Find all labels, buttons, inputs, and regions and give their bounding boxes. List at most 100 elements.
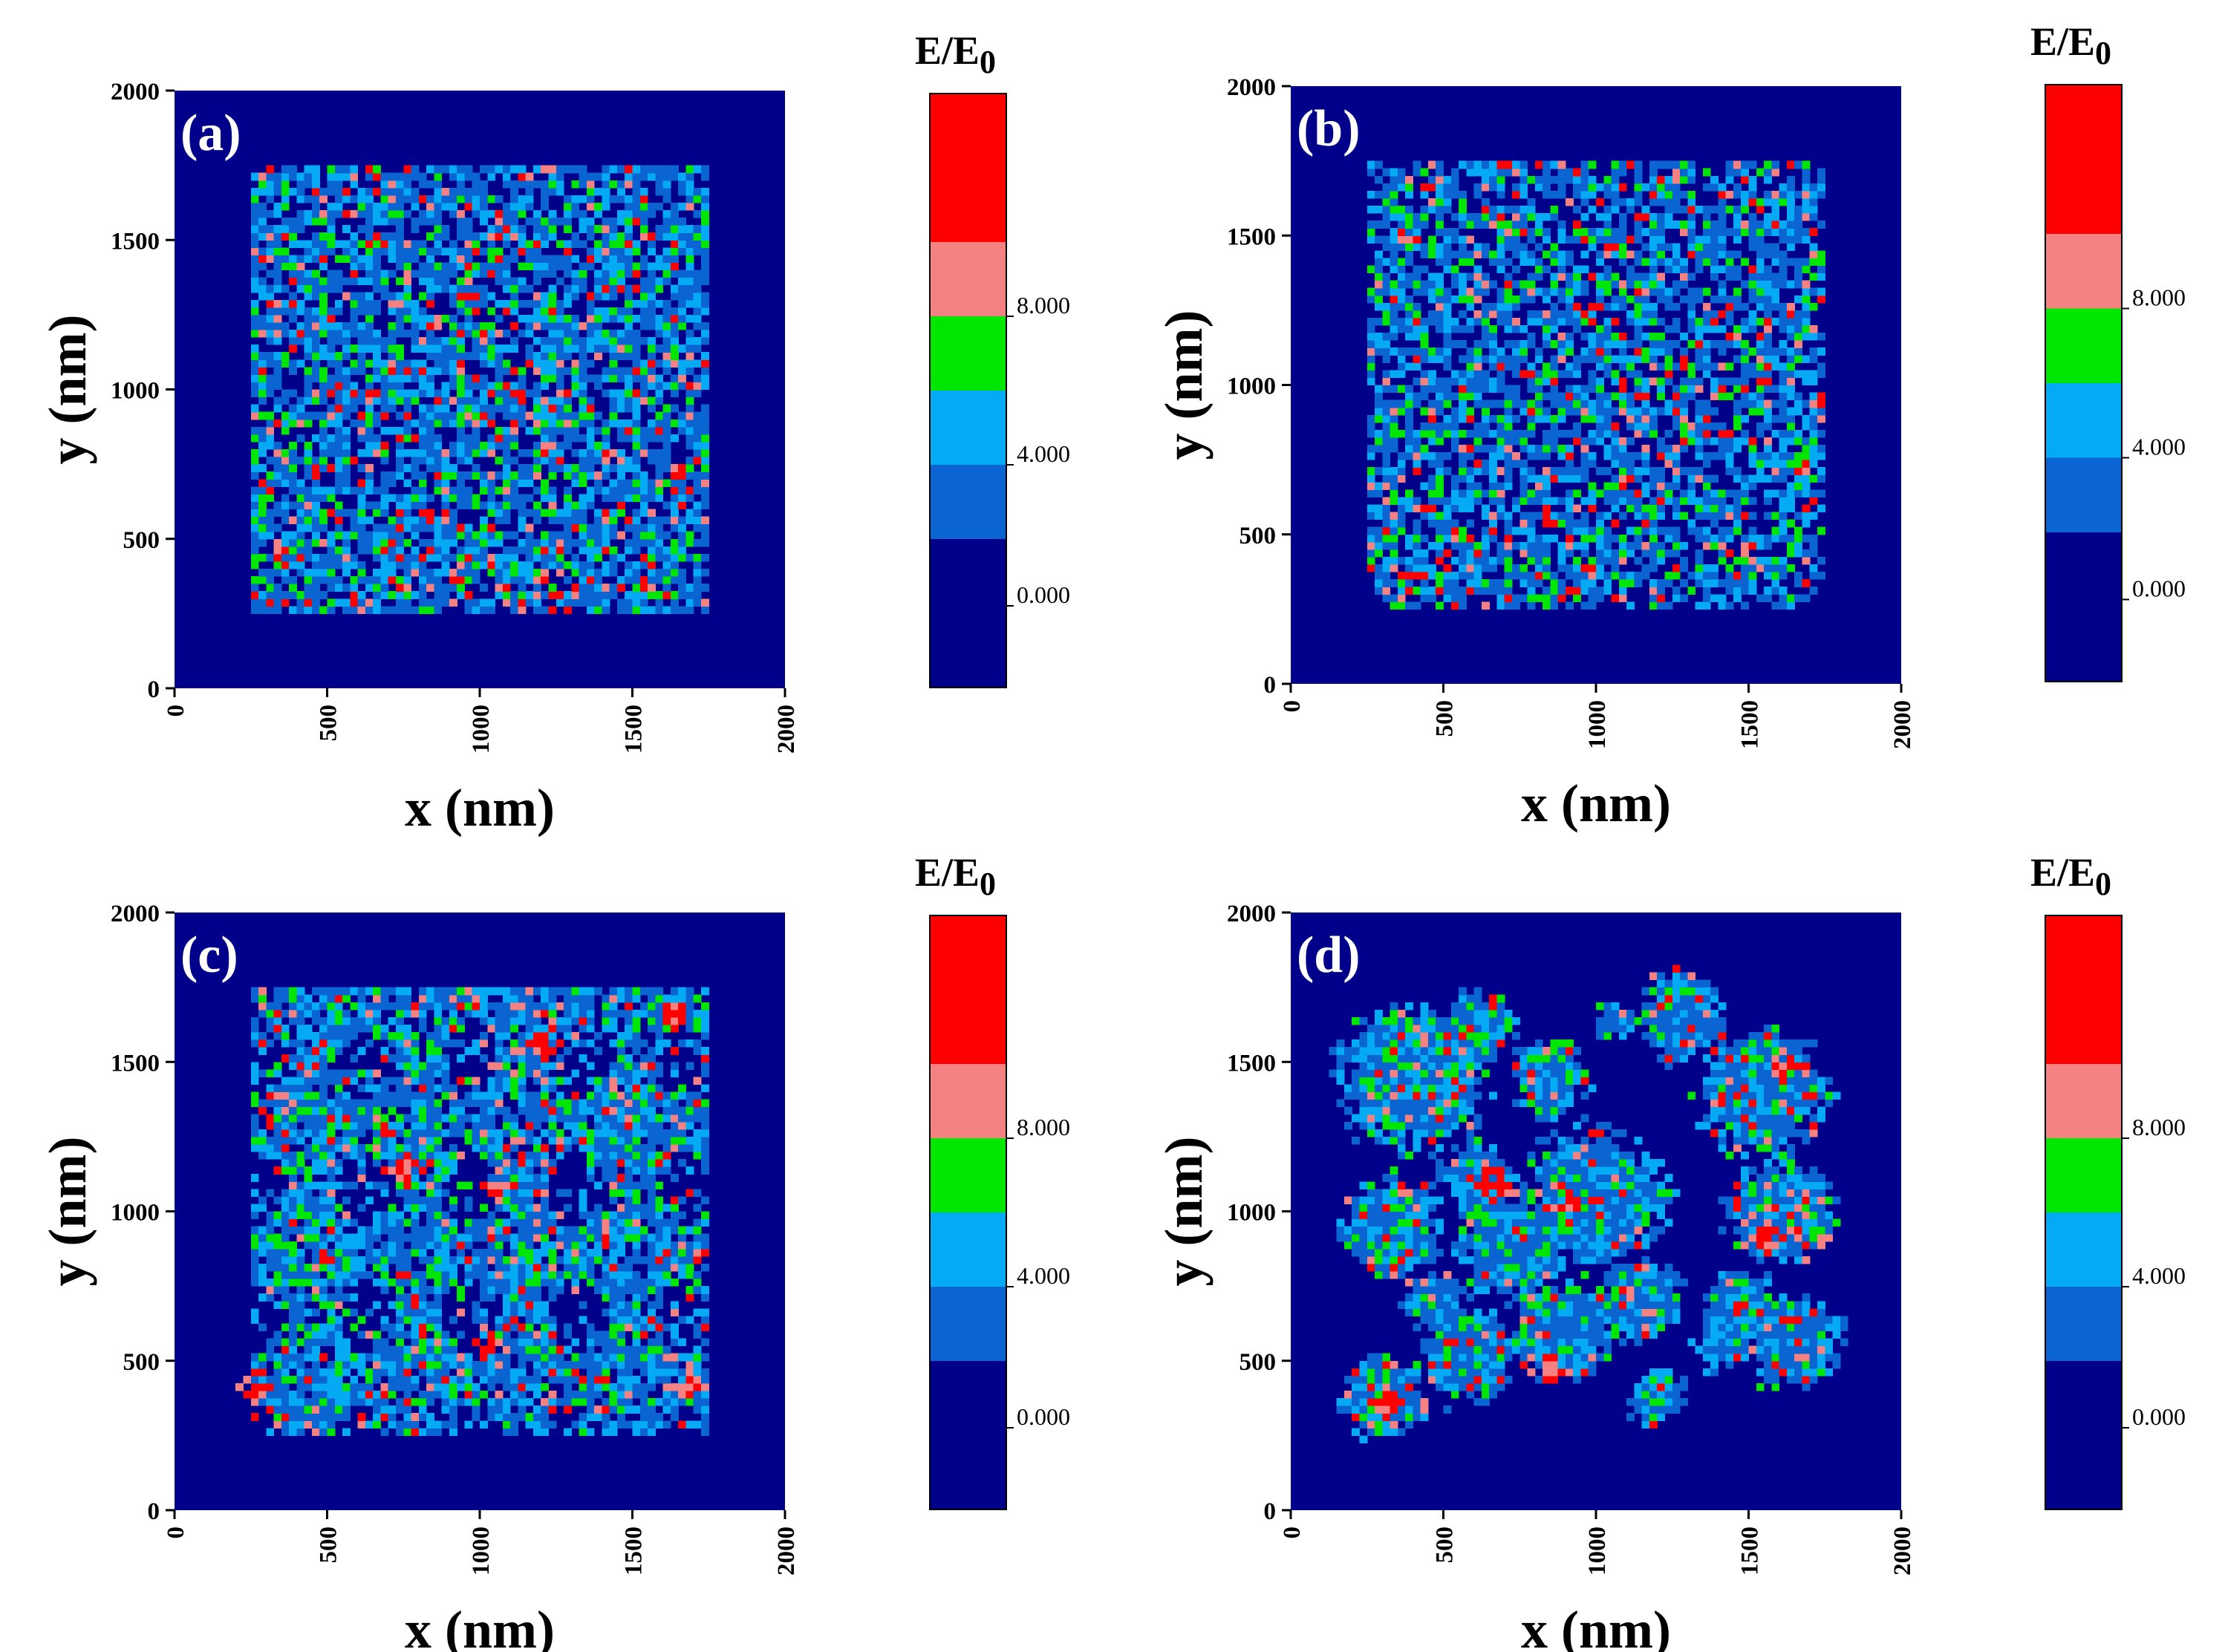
- heatmap-cell: [1397, 399, 1406, 408]
- heatmap-cell: [616, 464, 625, 472]
- heatmap-cell: [495, 509, 504, 518]
- heatmap-cell: [441, 270, 450, 278]
- heatmap-cell: [678, 374, 687, 383]
- heatmap-cell: [472, 180, 480, 189]
- heatmap-cell: [1397, 452, 1406, 460]
- heatmap-cell: [1443, 355, 1452, 363]
- heatmap-cell: [411, 486, 420, 494]
- heatmap-cell: [365, 165, 374, 174]
- heatmap-cell: [480, 292, 488, 301]
- heatmap-cell: [518, 501, 527, 510]
- heatmap-cell: [1527, 197, 1536, 206]
- heatmap-cell: [1443, 287, 1452, 296]
- heatmap-cell: [1802, 504, 1811, 513]
- heatmap-cell: [693, 598, 702, 607]
- heatmap-cell: [1733, 526, 1742, 535]
- heatmap-cell: [281, 531, 290, 540]
- heatmap-cell: [564, 546, 572, 555]
- heatmap-cell: [1779, 228, 1788, 236]
- heatmap-cell: [1672, 302, 1681, 311]
- heatmap-cell: [518, 247, 527, 255]
- heatmap-cell: [1672, 190, 1681, 199]
- heatmap-cell: [655, 426, 664, 435]
- heatmap-cell: [273, 441, 282, 450]
- heatmap-cell: [541, 337, 550, 345]
- heatmap-cell: [1702, 250, 1711, 259]
- heatmap-cell: [532, 457, 541, 465]
- heatmap-cell: [1649, 317, 1658, 326]
- heatmap-cell: [518, 330, 527, 338]
- heatmap-cell: [1413, 526, 1421, 535]
- heatmap-cell: [616, 180, 625, 189]
- heatmap-cell: [380, 479, 389, 487]
- heatmap-cell: [1366, 370, 1375, 379]
- heatmap-cell: [532, 218, 541, 226]
- heatmap-cell: [1741, 399, 1750, 408]
- heatmap-cell: [670, 210, 679, 218]
- heatmap-cell: [426, 202, 434, 211]
- heatmap-cell: [678, 367, 687, 375]
- heatmap-cell: [1695, 564, 1704, 572]
- heatmap-cell: [1764, 414, 1772, 423]
- heatmap-cell: [357, 307, 366, 316]
- heatmap-cell: [426, 434, 434, 443]
- heatmap-cell: [655, 180, 664, 189]
- heatmap-cell: [1596, 512, 1604, 520]
- heatmap-cell: [678, 277, 687, 286]
- heatmap-cell: [1489, 587, 1498, 595]
- heatmap-cell: [1504, 579, 1513, 587]
- heatmap-cell: [350, 457, 359, 465]
- heatmap-cell: [602, 419, 610, 428]
- heatmap-cell: [1481, 556, 1490, 565]
- heatmap-cell: [464, 591, 473, 599]
- heatmap-cell: [1366, 190, 1375, 199]
- heatmap-cell: [418, 584, 427, 592]
- heatmap-cell: [1618, 235, 1627, 244]
- heatmap-cell: [1779, 512, 1788, 520]
- heatmap-cell: [510, 232, 518, 241]
- heatmap-cell: [273, 546, 282, 555]
- heatmap-cell: [334, 598, 343, 607]
- heatmap-cell: [472, 606, 480, 614]
- heatmap-cell: [487, 382, 496, 391]
- heatmap-cell: [1397, 243, 1406, 251]
- heatmap-cell: [648, 270, 656, 278]
- heatmap-cell: [373, 509, 382, 518]
- heatmap-cell: [418, 382, 427, 391]
- heatmap-cell: [1741, 258, 1750, 267]
- heatmap-cell: [1626, 497, 1635, 506]
- heatmap-cell: [403, 419, 412, 428]
- heatmap-cell: [648, 419, 656, 428]
- heatmap-cell: [1382, 280, 1391, 289]
- heatmap-cell: [1779, 370, 1788, 379]
- heatmap-cell: [350, 299, 359, 308]
- heatmap-cell: [1443, 385, 1452, 394]
- heatmap-cell: [1534, 579, 1543, 587]
- heatmap-cell: [1397, 601, 1406, 610]
- heatmap-cell: [1802, 460, 1811, 468]
- heatmap-cell: [700, 584, 709, 592]
- heatmap-cell: [1504, 534, 1513, 543]
- heatmap-cell: [662, 232, 671, 241]
- heatmap-cell: [281, 307, 290, 316]
- heatmap-cell: [655, 374, 664, 383]
- heatmap-cell: [662, 479, 671, 487]
- heatmap-cell: [1557, 228, 1566, 236]
- heatmap-cell: [594, 284, 603, 293]
- heatmap-cell: [1641, 399, 1650, 408]
- heatmap-cell: [365, 225, 374, 233]
- heatmap-cell: [1436, 399, 1444, 408]
- heatmap-cell: [411, 396, 420, 405]
- heatmap-cell: [685, 389, 694, 398]
- heatmap-cell: [1413, 235, 1421, 244]
- heatmap-cell: [700, 187, 709, 196]
- heatmap-cell: [1481, 534, 1490, 543]
- heatmap-cell: [1382, 407, 1391, 416]
- heatmap-cell: [1511, 362, 1520, 370]
- heatmap-cell: [1557, 512, 1566, 520]
- heatmap-cell: [418, 389, 427, 398]
- heatmap-cell: [1618, 197, 1627, 206]
- heatmap-cell: [1809, 377, 1818, 386]
- heatmap-cell: [532, 247, 541, 255]
- heatmap-cell: [357, 195, 366, 203]
